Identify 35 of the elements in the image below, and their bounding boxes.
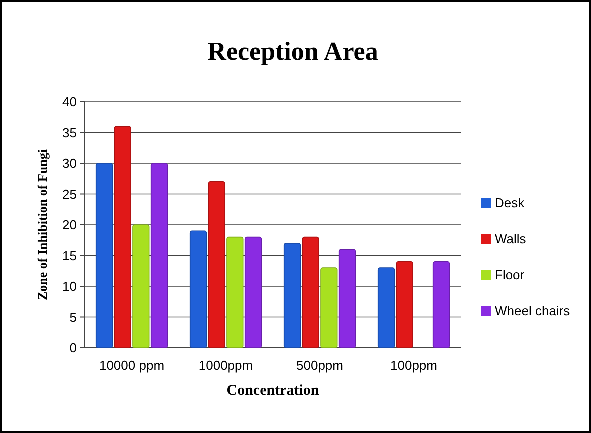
y-tick-label: 35: [62, 125, 77, 140]
legend-label: Wheel chairs: [495, 304, 571, 319]
chart-title: Reception Area: [208, 37, 378, 66]
y-tick-label: 5: [70, 310, 77, 325]
y-tick-label: 40: [62, 94, 77, 110]
bar: [432, 262, 450, 348]
x-tick-label: 10000 ppm: [99, 358, 165, 373]
legend-label: Desk: [495, 196, 526, 211]
x-tick-label: 500ppm: [296, 358, 344, 373]
bar: [190, 230, 208, 348]
y-tick-label: 20: [62, 218, 77, 233]
y-tick-label: 30: [62, 156, 77, 172]
bar: [226, 236, 244, 348]
bar: [96, 163, 114, 348]
bar: [132, 224, 150, 348]
x-tick-label: 100ppm: [390, 358, 438, 373]
bar: [114, 126, 132, 348]
bar: [302, 236, 320, 348]
legend-label: Walls: [495, 232, 527, 247]
bar: [396, 262, 414, 348]
x-axis-title: Concentration: [226, 383, 320, 399]
x-tick-label: 1000ppm: [198, 358, 254, 373]
y-tick-label: 10: [62, 279, 77, 294]
bar: [150, 163, 168, 348]
legend-label: Floor: [495, 268, 526, 283]
bar: [244, 236, 262, 348]
bar: [208, 182, 226, 348]
y-tick-label: 0: [70, 340, 77, 356]
bar: [338, 249, 356, 348]
y-tick-label: 15: [62, 248, 77, 264]
bar: [378, 268, 396, 348]
y-axis-title: Zone of Inhibition of Fungi: [35, 149, 50, 300]
y-tick-label: 25: [62, 186, 77, 202]
bar: [320, 268, 338, 348]
bar: [284, 243, 302, 348]
